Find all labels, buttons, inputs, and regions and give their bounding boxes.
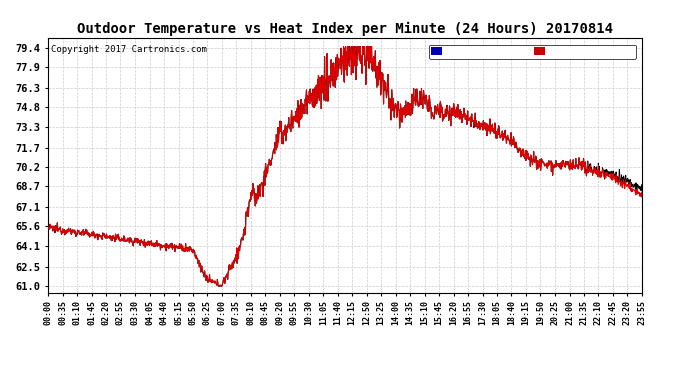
Legend: Heat Index  (°F), Temperature (°F): Heat Index (°F), Temperature (°F): [428, 45, 636, 59]
Text: Copyright 2017 Cartronics.com: Copyright 2017 Cartronics.com: [51, 45, 207, 54]
Title: Outdoor Temperature vs Heat Index per Minute (24 Hours) 20170814: Outdoor Temperature vs Heat Index per Mi…: [77, 22, 613, 36]
